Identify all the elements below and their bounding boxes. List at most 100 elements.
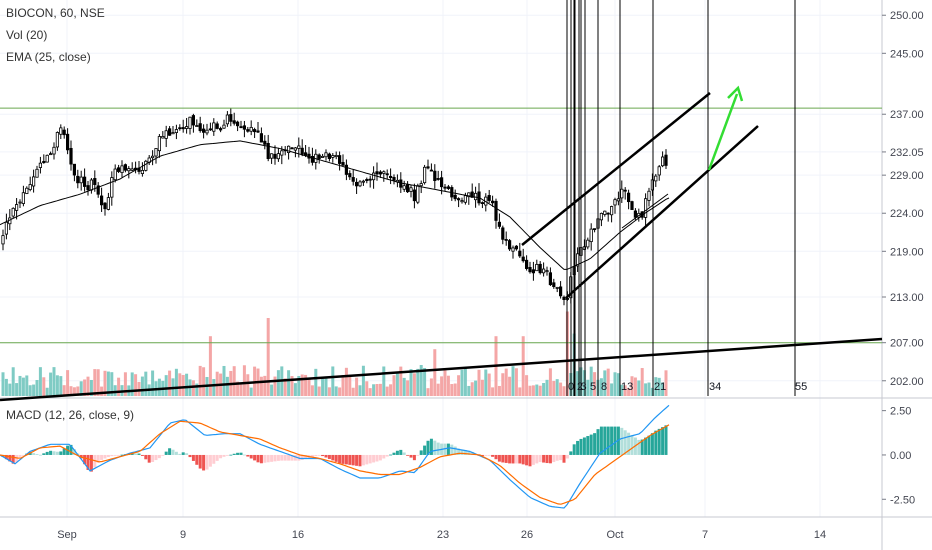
channel-lower-line[interactable]	[565, 125, 759, 299]
candle	[562, 295, 566, 306]
channel-upper-line[interactable]	[521, 92, 711, 246]
macd-histogram-bar	[559, 454, 563, 461]
projection-arrow-line[interactable]	[707, 93, 739, 171]
candle	[45, 154, 49, 163]
candle	[273, 145, 277, 165]
macd-histogram-bar	[535, 454, 539, 464]
volume-bar	[287, 370, 291, 396]
candle	[456, 197, 461, 208]
candle	[242, 120, 246, 138]
candle	[286, 145, 291, 160]
projection-arrow-head[interactable]	[727, 85, 744, 102]
candle-body	[630, 201, 634, 210]
candle	[174, 124, 178, 140]
channel-mid-line[interactable]	[621, 193, 669, 229]
candle	[538, 261, 542, 275]
candle	[494, 198, 498, 229]
candle-body	[14, 204, 19, 211]
candle	[599, 212, 604, 227]
candle-body	[76, 175, 80, 184]
macd-histogram-bar	[8, 454, 12, 462]
macd-histogram-bar	[185, 453, 189, 455]
candle	[620, 180, 624, 203]
volume-bar	[338, 387, 342, 396]
volume-bar	[491, 387, 495, 396]
macd-histogram-bar	[358, 454, 362, 467]
macd-histogram-bar	[467, 450, 471, 455]
macd-legend[interactable]: MACD (12, 26, close, 9)	[6, 408, 135, 422]
volume-bar	[11, 367, 15, 396]
candle-body	[535, 263, 539, 272]
volume-legend[interactable]: Vol (20)	[6, 28, 48, 42]
candle-body	[297, 145, 301, 149]
candle-body	[83, 176, 87, 187]
macd-histogram-bar	[259, 454, 263, 464]
candle	[337, 151, 342, 171]
price-axis[interactable]: 250.00 245.00 237.00 232.05 229.00 224.00 219.…	[882, 10, 924, 506]
drawing-tools[interactable]	[0, 0, 883, 402]
candle-body	[467, 192, 471, 198]
candle-body	[174, 129, 178, 133]
macd-histogram-bar	[310, 454, 314, 458]
volume-bar	[246, 374, 250, 396]
candle	[514, 245, 519, 251]
symbol-legend[interactable]: BIOCON, 60, NSE	[6, 6, 105, 20]
price-tick-label: 202.00	[890, 376, 924, 388]
candle-body	[28, 184, 32, 190]
candle-body	[555, 287, 559, 289]
candle-body	[354, 181, 359, 187]
price-tick-label: 207.00	[890, 338, 924, 350]
candle-body	[205, 129, 209, 134]
macd-histogram-bar	[11, 454, 15, 464]
candle-body	[11, 207, 15, 217]
macd-histogram-bar	[657, 428, 661, 455]
candle-body	[266, 142, 270, 159]
time-axis[interactable]: Sep 9 16 23 26 Oct 7 14	[57, 529, 826, 541]
candle	[103, 202, 107, 216]
volume-bar	[93, 369, 97, 396]
candle-body	[490, 200, 495, 204]
macd-histogram-bar	[348, 454, 352, 465]
ascending-trendline[interactable]	[0, 337, 883, 402]
candle-body	[167, 128, 172, 136]
candle-body	[208, 128, 212, 131]
candle-body	[433, 170, 437, 181]
macd-histogram-bar	[317, 454, 321, 456]
volume-bar	[429, 378, 433, 396]
candle	[446, 184, 451, 190]
candle-body	[45, 154, 49, 163]
volume-bar	[25, 375, 29, 396]
candle-body	[198, 123, 202, 132]
candle-body	[212, 122, 216, 132]
macd-histogram-bar	[35, 454, 39, 455]
macd-histogram-bar	[382, 454, 386, 459]
ema-legend[interactable]: EMA (25, close)	[6, 50, 91, 64]
volume-bar	[15, 383, 19, 396]
candle-body	[385, 173, 389, 176]
candle-body	[201, 128, 206, 133]
candle	[405, 181, 410, 193]
candle	[324, 149, 328, 161]
candle-body	[623, 189, 627, 192]
candle-body	[86, 185, 90, 191]
candle	[358, 179, 362, 188]
candle-body	[545, 270, 549, 273]
volume-bar	[647, 382, 651, 396]
candle	[470, 183, 474, 198]
candle	[429, 163, 434, 172]
volume-bar	[382, 366, 386, 396]
candle-body	[276, 153, 281, 160]
candle-body	[351, 177, 355, 182]
volume-bar	[562, 386, 566, 396]
volume-bar	[331, 366, 335, 396]
candle-body	[610, 206, 614, 216]
volume-bar	[586, 379, 590, 396]
volume-bar	[28, 385, 32, 396]
macd-histogram-bar	[582, 437, 586, 455]
candle-body	[378, 171, 383, 175]
candle-body	[392, 177, 396, 181]
macd-histogram-bar	[154, 454, 158, 461]
candle	[212, 118, 216, 136]
